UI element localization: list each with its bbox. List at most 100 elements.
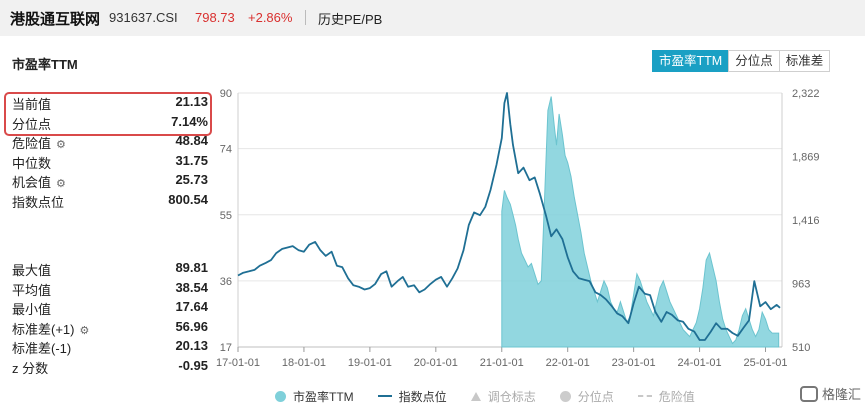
x-tick-label: 23-01-01 [612, 357, 656, 369]
history-pe-pb-link[interactable]: 历史PE/PB [318, 12, 383, 27]
index-line-series [237, 92, 781, 341]
stat-value: -0.95 [178, 358, 208, 373]
stat-row: 标准差(-1) 20.13 [12, 336, 208, 356]
stat-label-text: 标准差(-1) [12, 341, 72, 357]
dashed-line-icon [637, 395, 652, 397]
stat-value: 800.54 [168, 192, 208, 207]
stat-label: 标准差(-1) [12, 338, 71, 357]
legend-label-pe: 市盈率TTM [293, 389, 354, 404]
stat-value: 38.54 [175, 279, 208, 295]
stat-row: z 分数 -0.95 [12, 356, 208, 376]
header-bar: 港股通互联网 931637.CSI 798.73 +2.86% 历史PE/PB [0, 0, 865, 36]
stat-row: 最小值 17.64 [12, 297, 208, 317]
stat-row: 危险值 ⚙ 48.84 [12, 131, 208, 151]
legend-label-danger: 危险值 [658, 389, 695, 404]
stat-label-text: 平均值 [12, 282, 52, 298]
triangle-icon [470, 391, 481, 401]
watermark: 格隆汇 [800, 384, 861, 403]
stat-label: z 分数 [12, 358, 48, 377]
legend-dot-percentile-icon [559, 390, 571, 402]
stat-value: 7.14% [171, 113, 208, 129]
legend-item-index[interactable]: 指数点位 [377, 388, 447, 405]
stat-value: 20.13 [175, 338, 208, 354]
index-code: 931637.CSI [109, 10, 178, 25]
stat-value: 17.64 [175, 299, 208, 315]
y-left-tick-label: 36 [220, 276, 232, 288]
x-tick-label: 21-01-01 [480, 357, 524, 369]
stat-label: 中位数 [12, 153, 51, 172]
stat-label-text: 标准差(+1) [12, 321, 75, 337]
stat-label-text: z 分数 [12, 361, 49, 376]
y-right-tick-label: 1,869 [792, 152, 820, 164]
stat-label: 机会值 ⚙ [12, 172, 66, 191]
current-value-highlight [4, 92, 212, 136]
x-tick-label: 24-01-01 [678, 357, 722, 369]
stat-label-text: 最大值 [12, 263, 52, 278]
stat-label: 危险值 ⚙ [12, 133, 66, 152]
legend-line-index-icon [377, 395, 392, 397]
x-tick-label: 18-01-01 [282, 357, 326, 369]
legend-item-percentile[interactable]: 分位点 [559, 388, 614, 405]
stat-value: 48.84 [175, 133, 208, 149]
legend-label-index: 指数点位 [398, 389, 447, 404]
y-right-tick-label: 510 [792, 342, 810, 354]
stat-row: 机会值 ⚙ 25.73 [12, 170, 208, 190]
stat-label: 当前值 [12, 94, 51, 113]
stat-label: 标准差(+1) ⚙ [12, 319, 89, 338]
stat-label-text: 危险值 [12, 136, 52, 152]
stat-row: 指数点位 800.54 [12, 190, 208, 210]
x-tick-label: 19-01-01 [348, 357, 392, 369]
pe-area-series [501, 96, 780, 348]
stat-label: 平均值 [12, 280, 51, 299]
stat-label-text: 机会值 [12, 175, 52, 191]
tab-pe-ttm[interactable]: 市盈率TTM [652, 50, 730, 72]
stat-label-text: 最小值 [12, 302, 52, 318]
tab-std-dev[interactable]: 标准差 [778, 50, 831, 72]
stat-label: 最小值 [12, 299, 51, 318]
y-left-tick-label: 55 [220, 210, 232, 222]
legend-item-pe[interactable]: 市盈率TTM [275, 388, 354, 405]
stat-label-text: 分位点 [12, 116, 52, 132]
legend-dot-pe-icon [275, 390, 286, 402]
legend-label-percentile: 分位点 [577, 389, 614, 404]
stat-value: 89.81 [175, 260, 208, 275]
stat-row: 最大值 89.81 [12, 258, 208, 278]
stat-value: 25.73 [175, 172, 208, 188]
x-tick-label: 20-01-01 [414, 357, 458, 369]
stat-row: 当前值 21.13 [12, 92, 208, 112]
gear-icon[interactable]: ⚙ [56, 178, 66, 191]
legend-item-danger[interactable]: 危险值 [637, 388, 695, 405]
watermark-text: 格隆汇 [822, 387, 862, 402]
y-left-tick-label: 90 [220, 88, 232, 100]
stat-label: 分位点 [12, 114, 51, 133]
legend-label-rebalance: 调仓标志 [487, 389, 536, 404]
watermark-logo-icon [800, 385, 818, 402]
stat-value: 31.75 [175, 152, 208, 168]
section-title: 市盈率TTM [12, 57, 78, 72]
legend-item-rebalance[interactable]: 调仓标志 [470, 388, 536, 405]
index-change: +2.86% [248, 10, 293, 25]
chart-legend: 市盈率TTM 指数点位 调仓标志 分位点 危险值 [275, 387, 719, 405]
metric-tabs: 市盈率TTM 分位点 标准差 [652, 50, 831, 72]
gear-icon[interactable]: ⚙ [56, 139, 66, 152]
y-right-tick-label: 2,322 [792, 88, 820, 100]
stat-label: 指数点位 [12, 192, 64, 211]
stat-label-text: 当前值 [12, 97, 52, 112]
stat-label-text: 指数点位 [12, 195, 65, 210]
index-price: 798.73 [195, 10, 235, 25]
y-right-tick-label: 1,416 [792, 215, 820, 227]
stat-row: 标准差(+1) ⚙ 56.96 [12, 317, 208, 337]
gear-icon[interactable]: ⚙ [79, 324, 90, 337]
index-title: 港股通互联网 [10, 11, 101, 28]
x-tick-label: 22-01-01 [546, 357, 590, 369]
stat-label-text: 中位数 [12, 155, 52, 171]
y-left-tick-label: 17 [220, 342, 232, 354]
stat-value: 21.13 [175, 94, 208, 109]
stat-row: 平均值 38.54 [12, 278, 208, 298]
stat-label: 最大值 [12, 260, 51, 279]
y-right-tick-label: 963 [792, 279, 810, 291]
stat-row: 中位数 31.75 [12, 151, 208, 171]
header-divider [305, 10, 306, 25]
stat-value: 56.96 [175, 318, 208, 334]
